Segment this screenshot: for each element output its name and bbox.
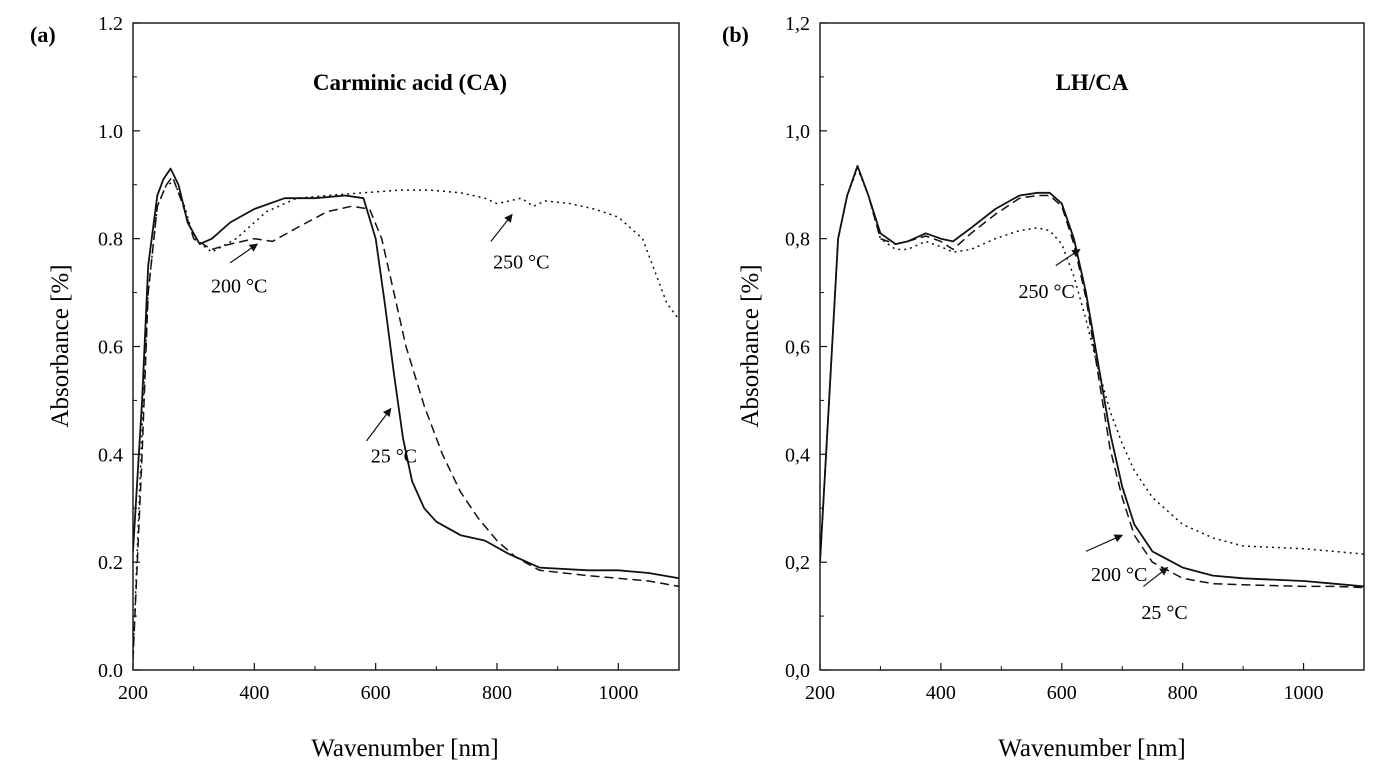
y-tick-label: 0,8 <box>785 229 810 251</box>
x-tick-label: 400 <box>926 682 956 704</box>
annotation-label: 25 °C <box>1141 602 1187 624</box>
chart-title: LH/CA <box>1056 70 1129 95</box>
chart-title: Carminic acid (CA) <box>313 70 507 95</box>
x-tick-label: 200 <box>805 682 835 704</box>
y-tick-label: 1,0 <box>785 121 810 143</box>
annotation-arrow <box>366 407 392 442</box>
series-line-25c <box>133 167 679 580</box>
series-line-200c <box>133 175 679 660</box>
annotation-label: 250 °C <box>493 251 549 273</box>
y-axis-title: Absorbance [%] <box>47 264 74 427</box>
annotation-label: 250 °C <box>1018 281 1074 303</box>
panel-label: (a) <box>30 22 56 47</box>
y-tick-label: 1,2 <box>785 13 810 35</box>
y-tick-label: 0.6 <box>98 337 123 359</box>
y-tick-label: 0.0 <box>98 660 123 682</box>
annotation-arrow <box>1143 567 1169 587</box>
annotation-label: 25 °C <box>371 445 417 467</box>
annotation-arrow <box>1055 248 1081 267</box>
y-tick-label: 0.4 <box>98 444 123 466</box>
panel-b: (b) LH/CA Wavenumber [nm] Absorbance [%]… <box>722 13 1365 762</box>
annotation-label: 200 °C <box>211 276 267 298</box>
annotation-label: 200 °C <box>1091 564 1147 586</box>
series-line-200c <box>820 165 1364 589</box>
y-tick-label: 1.2 <box>98 13 123 35</box>
annotation-arrow <box>490 213 513 242</box>
annotation-arrow <box>229 243 259 264</box>
y-tick-label: 0,2 <box>785 552 810 574</box>
x-tick-label: 200 <box>118 682 148 704</box>
y-tick-label: 0,6 <box>785 337 810 359</box>
panel-a: (a) Carminic acid (CA) Wavenumber [nm] A… <box>30 13 680 762</box>
series-line-25c <box>820 165 1364 588</box>
x-tick-label: 600 <box>361 682 391 704</box>
x-tick-label: 1000 <box>1284 682 1324 704</box>
x-tick-label: 800 <box>482 682 512 704</box>
x-tick-label: 400 <box>239 682 269 704</box>
y-tick-label: 0.8 <box>98 229 123 251</box>
y-tick-label: 0.2 <box>98 552 123 574</box>
series-line-250c <box>820 167 1364 563</box>
x-axis-title: Wavenumber [nm] <box>998 735 1186 762</box>
y-axis-title: Absorbance [%] <box>737 264 764 427</box>
annotation-arrow <box>1085 534 1123 552</box>
x-tick-label: 600 <box>1047 682 1077 704</box>
x-axis-title: Wavenumber [nm] <box>311 735 499 762</box>
y-tick-label: 0,0 <box>785 660 810 682</box>
x-tick-label: 1000 <box>598 682 638 704</box>
y-tick-label: 1.0 <box>98 121 123 143</box>
x-tick-label: 800 <box>1168 682 1198 704</box>
y-tick-label: 0,4 <box>785 444 810 466</box>
panel-label: (b) <box>722 22 749 47</box>
series-line-250c <box>133 181 679 660</box>
